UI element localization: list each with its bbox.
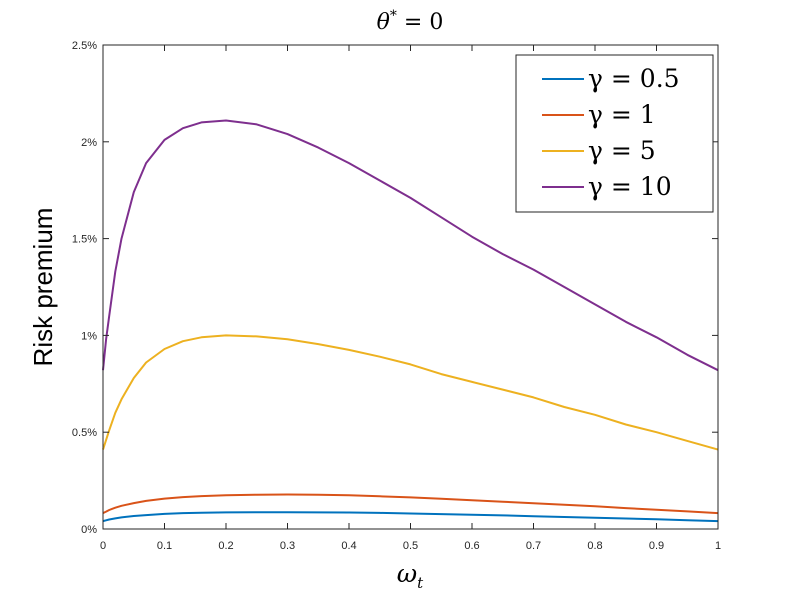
title-symbol: θ (377, 10, 390, 35)
x-tick-label: 0.5 (403, 540, 418, 552)
y-tick-label: 1% (81, 330, 97, 342)
y-tick-label: 2% (81, 137, 97, 149)
x-tick-label: 0.6 (464, 540, 479, 552)
x-tick-label: 1 (715, 540, 721, 552)
title-rest: = 0 (397, 10, 443, 35)
x-tick-label: 0.1 (157, 540, 172, 552)
legend-label: γ = 1 (588, 100, 656, 129)
series-line (102, 493, 719, 515)
y-tick-label: 2.5% (72, 40, 97, 52)
x-tick-label: 0.3 (280, 540, 295, 552)
x-tick-label: 0.8 (587, 540, 602, 552)
x-label-symbol: ω (397, 559, 417, 588)
legend-box (515, 54, 714, 213)
y-tick-label: 0% (81, 524, 97, 536)
x-label-subscript: t (417, 574, 424, 592)
chart-title: θ* = 0 (377, 8, 444, 35)
legend-label: γ = 10 (588, 172, 672, 201)
y-tick-label: 0.5% (72, 427, 97, 439)
series-layer (102, 119, 719, 523)
legend: γ = 0.5 γ = 1 γ = 5 γ = 10 (515, 54, 714, 213)
x-axis-label: ωt (397, 559, 424, 592)
x-tick-label: 0.2 (218, 540, 233, 552)
series-line (102, 511, 719, 523)
x-tick-label: 0 (100, 540, 106, 552)
x-axis: 0 0.1 0.2 0.3 0.4 0.5 0.6 0.7 0.8 0.9 1 (100, 45, 721, 552)
x-tick-label: 0.4 (341, 540, 356, 552)
x-tick-label: 0.9 (649, 540, 664, 552)
legend-label: γ = 5 (588, 136, 656, 165)
y-axis: 0% 0.5% 1% 1.5% 2% 2.5% (72, 40, 718, 536)
y-tick-label: 1.5% (72, 234, 97, 246)
series-line (102, 119, 719, 372)
x-tick-label: 0.7 (526, 540, 541, 552)
title-superscript: * (390, 8, 397, 24)
legend-label: γ = 0.5 (588, 64, 680, 93)
series-line (102, 334, 719, 451)
y-axis-label: Risk premium (28, 208, 58, 367)
